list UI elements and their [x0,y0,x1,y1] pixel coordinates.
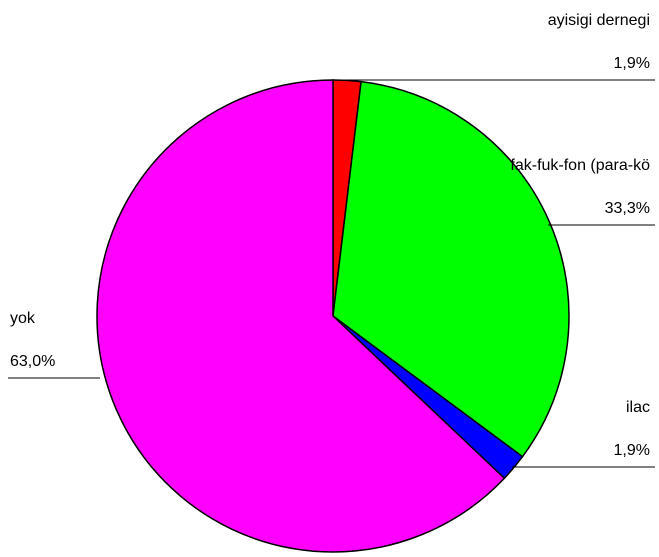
slice-value-label: 1,9% [614,442,650,459]
slice-label: ilac [626,399,650,416]
pie-slice [96,79,506,553]
pie-slice [332,80,570,458]
slice-label: yok [10,310,36,327]
slice-value-label: 33,3% [605,200,650,217]
slice-value-label: 63,0% [10,353,55,370]
slice-label: fak-fuk-fon (para-kö [510,157,650,174]
slice-value-label: 1,9% [614,55,650,72]
slice-label: ayisigi dernegi [548,12,650,29]
